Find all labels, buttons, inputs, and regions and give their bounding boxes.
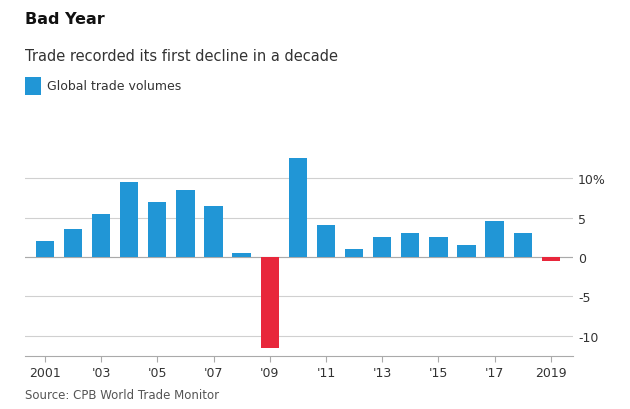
Bar (261, 257, 279, 348)
Bar (289, 159, 307, 257)
Bar (232, 254, 251, 257)
Text: Bad Year: Bad Year (25, 12, 105, 27)
Bar (317, 226, 335, 257)
Bar (373, 238, 391, 257)
Bar (204, 206, 222, 257)
Bar (486, 222, 504, 257)
Bar (457, 245, 476, 257)
Bar (401, 234, 420, 257)
Bar (429, 238, 447, 257)
Bar (513, 234, 532, 257)
Bar (542, 257, 560, 261)
Bar (148, 202, 166, 257)
Text: Trade recorded its first decline in a decade: Trade recorded its first decline in a de… (25, 49, 338, 64)
Bar (176, 191, 195, 257)
Bar (64, 230, 82, 257)
Text: Global trade volumes: Global trade volumes (47, 79, 181, 92)
Text: Source: CPB World Trade Monitor: Source: CPB World Trade Monitor (25, 388, 219, 401)
Bar (120, 182, 139, 257)
Bar (92, 214, 110, 257)
Bar (345, 249, 363, 257)
Bar (36, 242, 54, 257)
